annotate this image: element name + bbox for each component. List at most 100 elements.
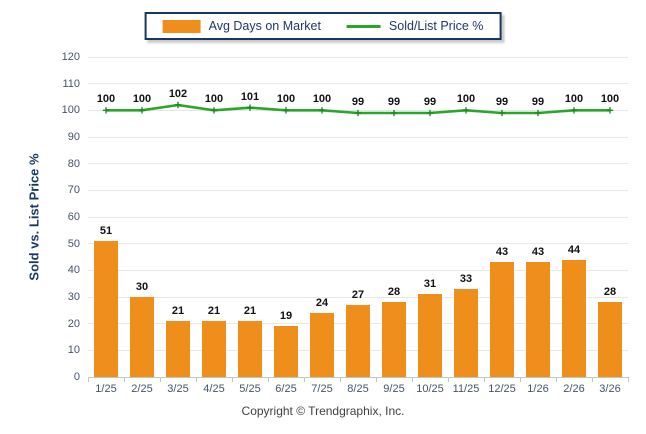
x-axis-tick — [628, 377, 629, 382]
x-axis-label: 1/25 — [95, 383, 117, 395]
x-axis-label: 11/25 — [452, 383, 480, 395]
bar — [598, 302, 622, 377]
y-tick-label: 70 — [67, 184, 80, 197]
bar — [130, 297, 154, 377]
line-value-label: 100 — [456, 93, 476, 106]
gridline — [88, 136, 628, 138]
x-axis-label: 7/25 — [311, 383, 333, 395]
x-axis-label: 2/26 — [563, 383, 585, 395]
bar — [346, 305, 370, 377]
gridline — [88, 296, 628, 298]
bar — [562, 259, 586, 377]
line-value-label: 100 — [96, 93, 116, 106]
bar — [238, 321, 262, 377]
gridline — [88, 83, 628, 85]
bar-value-label: 28 — [387, 286, 401, 299]
x-axis-label: 5/25 — [239, 383, 261, 395]
bar — [526, 262, 550, 377]
gridline — [88, 216, 628, 218]
bar — [490, 262, 514, 377]
line-value-label: 100 — [600, 93, 620, 106]
line-value-label: 100 — [204, 93, 224, 106]
bar-swatch-icon — [162, 19, 201, 33]
x-axis-label: 1/26 — [527, 383, 549, 395]
y-tick-label: 50 — [67, 237, 80, 250]
line-swatch-icon — [346, 24, 381, 28]
x-axis-tick — [160, 377, 161, 382]
x-axis-label: 10/25 — [416, 383, 444, 395]
x-axis-tick — [232, 377, 233, 382]
bar — [94, 241, 118, 377]
x-axis-tick — [592, 377, 593, 382]
x-axis-label: 3/25 — [167, 383, 189, 395]
line-series — [102, 101, 614, 117]
line-value-label: 100 — [312, 93, 332, 106]
y-tick-label: 100 — [61, 104, 80, 117]
line-value-label: 102 — [168, 88, 188, 100]
y-tick-label: 90 — [67, 131, 80, 143]
bar-value-label: 21 — [207, 305, 221, 317]
x-axis-tick — [304, 377, 305, 382]
gridline — [88, 163, 628, 165]
bar — [418, 294, 442, 377]
line-value-label: 100 — [564, 93, 584, 106]
plot-area: 51 30 21 21 21 19 24 27 28 31 33 43 43 44 28 100 100 102 1… — [88, 56, 629, 382]
x-axis-label: 4/25 — [203, 383, 225, 395]
gridline — [88, 269, 628, 271]
x-axis-label: 8/25 — [347, 383, 369, 395]
x-axis-label: 6/25 — [275, 383, 297, 395]
x-axis-label: 2/25 — [131, 383, 153, 395]
bar — [166, 321, 190, 377]
y-tick-label: 80 — [67, 157, 80, 170]
bar-value-label: 27 — [351, 289, 365, 301]
legend: Avg Days on Market Sold/List Price % — [144, 12, 502, 40]
x-axis-tick — [484, 377, 485, 382]
bar — [454, 289, 478, 377]
bar — [202, 321, 226, 377]
line-value-label: 99 — [531, 96, 545, 108]
x-axis-tick — [376, 377, 377, 382]
line-value-label: 101 — [240, 90, 260, 103]
bar-value-label: 33 — [459, 273, 473, 285]
x-axis-tick — [556, 377, 557, 382]
legend-item-sold-list: Sold/List Price % — [346, 19, 484, 33]
x-axis-tick — [88, 377, 89, 382]
bar-value-label: 28 — [603, 286, 617, 299]
x-axis-label: 12/25 — [488, 383, 516, 395]
legend-label: Avg Days on Market — [208, 19, 321, 33]
y-tick-label: 20 — [67, 317, 80, 330]
bar-value-label: 30 — [135, 281, 149, 293]
x-axis-tick — [268, 377, 269, 382]
x-axis-tick — [196, 377, 197, 382]
x-axis-label: 3/26 — [599, 383, 621, 395]
y-tick-label: 30 — [67, 291, 80, 303]
bar — [310, 313, 334, 377]
copyright-text: Copyright © Trendgraphix, Inc. — [241, 404, 405, 418]
x-axis-tick — [412, 377, 413, 382]
y-tick-label: 120 — [61, 51, 80, 63]
line-value-label: 100 — [276, 93, 296, 106]
line-value-label: 99 — [387, 96, 401, 108]
line-value-label: 99 — [495, 96, 509, 108]
line-value-label: 99 — [351, 96, 365, 108]
y-tick-label: 60 — [67, 211, 80, 223]
y-tick-label: 40 — [67, 264, 80, 277]
gridline — [88, 376, 628, 378]
bar-value-label: 21 — [171, 305, 185, 317]
gridline — [88, 56, 628, 58]
bar-value-label: 51 — [99, 225, 113, 237]
legend-label: Sold/List Price % — [388, 19, 484, 33]
bar-value-label: 24 — [315, 297, 329, 309]
gridline — [88, 243, 628, 245]
line-value-label: 100 — [132, 93, 152, 106]
line-value-label: 99 — [423, 96, 437, 108]
y-tick-label: 110 — [62, 77, 80, 90]
bar — [274, 326, 298, 377]
x-axis-tick — [448, 377, 449, 382]
gridline — [88, 189, 628, 191]
x-axis-tick — [340, 377, 341, 382]
bar — [382, 302, 406, 377]
x-axis-tick — [124, 377, 125, 382]
x-axis-label: 9/25 — [383, 383, 405, 395]
